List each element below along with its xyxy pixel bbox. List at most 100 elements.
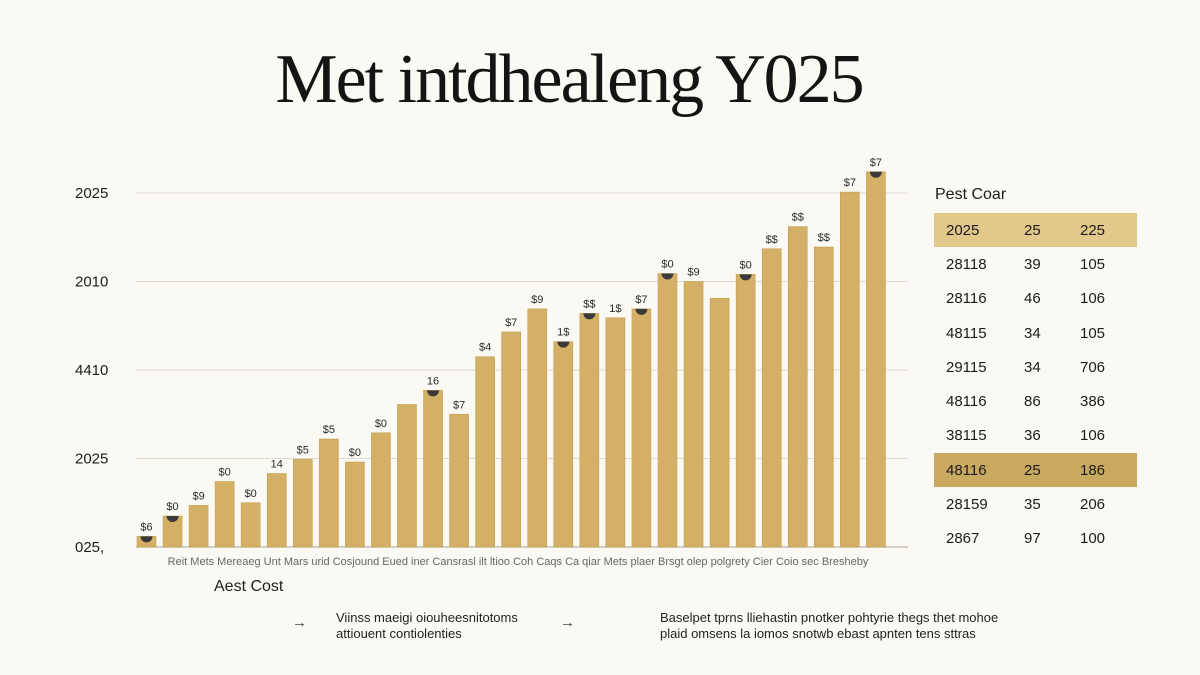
bar <box>813 246 834 548</box>
footnote-left: Viinss maeigi oiouheesnitotoms attiouent … <box>336 610 556 642</box>
bar <box>631 308 652 548</box>
value-label: $6 <box>140 521 152 533</box>
table-cell: 39 <box>1024 255 1041 273</box>
table-cell: 28116 <box>946 290 987 308</box>
bars <box>136 171 886 548</box>
bar-marker <box>635 308 648 315</box>
footnote-right: Baselpet tprns lliehastin pnotker pohtyr… <box>660 610 1040 642</box>
table-cell: 386 <box>1080 393 1106 411</box>
table-cell: 105 <box>1080 324 1106 342</box>
bar-marker <box>661 273 674 280</box>
footnote-left-line: attiouent contiolenties <box>336 626 462 641</box>
y-tick-label: 2025 <box>75 185 108 202</box>
data-table: 2025 25 225 28118 39 105 28116 46 106 48115 34 105 2… <box>934 213 1137 556</box>
arrow-right-icon: → <box>560 614 575 631</box>
table-row: 28116 46 106 <box>934 282 1137 316</box>
bar <box>475 356 495 548</box>
value-label: $0 <box>375 418 387 430</box>
table-cell: 34 <box>1024 358 1041 376</box>
table-title: Pest Coar <box>935 186 1007 203</box>
bar-marker <box>140 536 153 543</box>
bar <box>840 191 860 548</box>
bar <box>657 273 678 548</box>
bar <box>709 298 730 548</box>
bar <box>683 281 704 548</box>
table-row: 2867 97 100 <box>934 522 1137 556</box>
table-cell: 100 <box>1080 530 1106 548</box>
table-row: 48115 34 105 <box>934 316 1137 350</box>
value-label: $$ <box>766 234 778 246</box>
value-label: $0 <box>349 447 361 459</box>
table-row: 48116 86 386 <box>934 384 1137 418</box>
bar <box>266 473 287 548</box>
table-cell: 48116 <box>946 393 987 411</box>
chart-title: Met intdhealeng Y025 <box>275 41 864 118</box>
value-label: $0 <box>245 488 257 500</box>
footnote-right-line: plaid omsens la iomos snotwb ebast apnte… <box>660 626 976 641</box>
table-cell: 706 <box>1080 358 1106 376</box>
table-cell: 186 <box>1080 461 1106 479</box>
footnote-left-line: Viinss maeigi oiouheesnitotoms <box>336 610 518 625</box>
value-label: $$ <box>818 232 830 244</box>
table-row: 2025 25 225 <box>934 213 1137 248</box>
table-cell: 38115 <box>946 427 987 445</box>
value-label: $$ <box>792 212 804 224</box>
table-row: 38115 36 106 <box>934 419 1137 453</box>
bar <box>214 481 235 548</box>
bar <box>501 331 522 548</box>
bar-marker <box>583 313 596 320</box>
table-cell: 48115 <box>946 324 987 342</box>
table-cell: 35 <box>1024 496 1041 514</box>
bar <box>423 390 443 548</box>
bar <box>761 248 782 548</box>
table-cell: 2867 <box>946 530 980 548</box>
value-label: $5 <box>323 424 335 436</box>
table-cell: 225 <box>1080 221 1106 239</box>
value-label: $0 <box>661 259 673 271</box>
y-axis-ticks: 2025 2010 4410 2025 025, <box>75 185 108 556</box>
bar-marker <box>427 390 440 397</box>
table-cell: 25 <box>1024 461 1041 479</box>
table-cell: 2025 <box>946 221 980 239</box>
bar-marker <box>869 171 882 178</box>
table-row: 28159 35 206 <box>934 487 1137 521</box>
value-label: $9 <box>192 490 204 502</box>
bar <box>553 341 574 548</box>
table-cell: 48116 <box>946 461 987 479</box>
table-row: 48116 25 186 <box>934 453 1137 488</box>
table-row: 29115 34 706 <box>934 350 1137 384</box>
table-cell: 29115 <box>946 358 987 376</box>
bar <box>292 459 313 548</box>
bar <box>735 274 756 548</box>
bar <box>188 505 209 548</box>
value-label: $0 <box>166 501 178 513</box>
table-cell: 34 <box>1024 324 1041 342</box>
arrow-right-icon: → <box>292 614 307 631</box>
value-label: $$ <box>583 298 595 310</box>
bar <box>371 432 391 548</box>
bar <box>449 413 469 548</box>
x-axis-category-labels: Reit Mets Mereaeg Unt Mars urid Cosjound… <box>167 556 869 568</box>
footnote-right-line: Baselpet tprns lliehastin pnotker pohtyr… <box>660 610 999 625</box>
value-label: 14 <box>271 459 283 471</box>
bar <box>787 226 808 548</box>
table-cell: 28118 <box>946 255 987 273</box>
bar-marker <box>166 516 179 523</box>
table-cell: 106 <box>1080 427 1106 445</box>
table-cell: 105 <box>1080 255 1106 273</box>
table-cell: 106 <box>1080 290 1106 308</box>
table-cell: 36 <box>1024 427 1041 445</box>
value-label: $7 <box>635 294 647 306</box>
value-label: 16 <box>427 375 439 387</box>
value-label: $7 <box>844 177 856 189</box>
bar-marker <box>557 341 570 348</box>
bar <box>240 502 261 548</box>
table-row: 28118 39 105 <box>934 247 1137 281</box>
table-cell: 46 <box>1024 290 1041 308</box>
value-label: $0 <box>740 259 752 271</box>
bar <box>527 308 548 548</box>
bar <box>397 404 417 548</box>
x-axis-title: Aest Cost <box>214 578 284 595</box>
bar <box>605 317 626 548</box>
